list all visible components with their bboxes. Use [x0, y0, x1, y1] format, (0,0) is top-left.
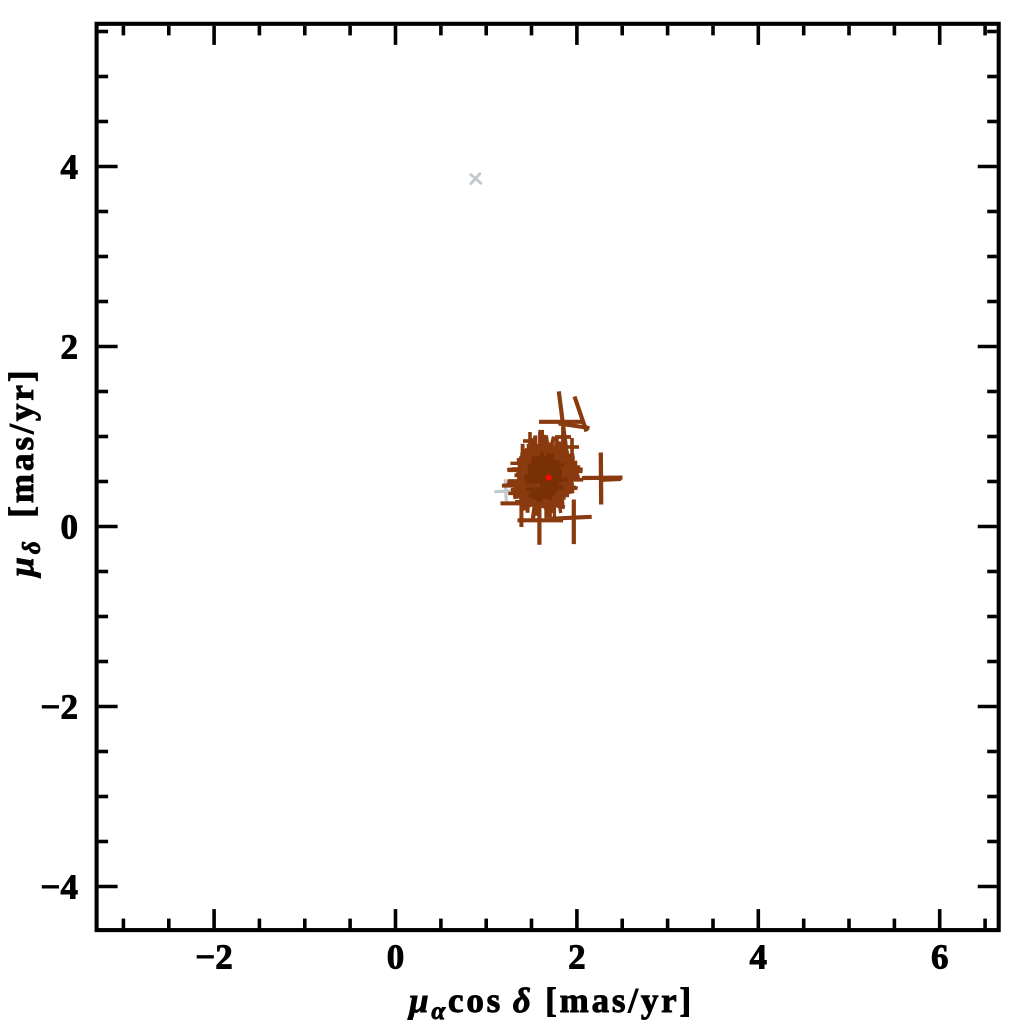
svg-text:4: 4 [750, 938, 768, 977]
svg-text:2: 2 [61, 327, 79, 366]
svg-text:4: 4 [61, 147, 79, 186]
svg-text:−2: −2 [195, 938, 232, 977]
svg-text:2: 2 [568, 938, 586, 977]
svg-text:0: 0 [61, 507, 79, 546]
svg-text:μαcos δ [mas/yr]: μαcos δ [mas/yr] [407, 981, 694, 1024]
svg-text:6: 6 [931, 938, 949, 977]
svg-text:μδ [mas/yr]: μδ [mas/yr] [2, 367, 46, 578]
svg-text:−4: −4 [41, 867, 78, 906]
svg-text:−2: −2 [41, 687, 78, 726]
svg-text:0: 0 [387, 938, 405, 977]
